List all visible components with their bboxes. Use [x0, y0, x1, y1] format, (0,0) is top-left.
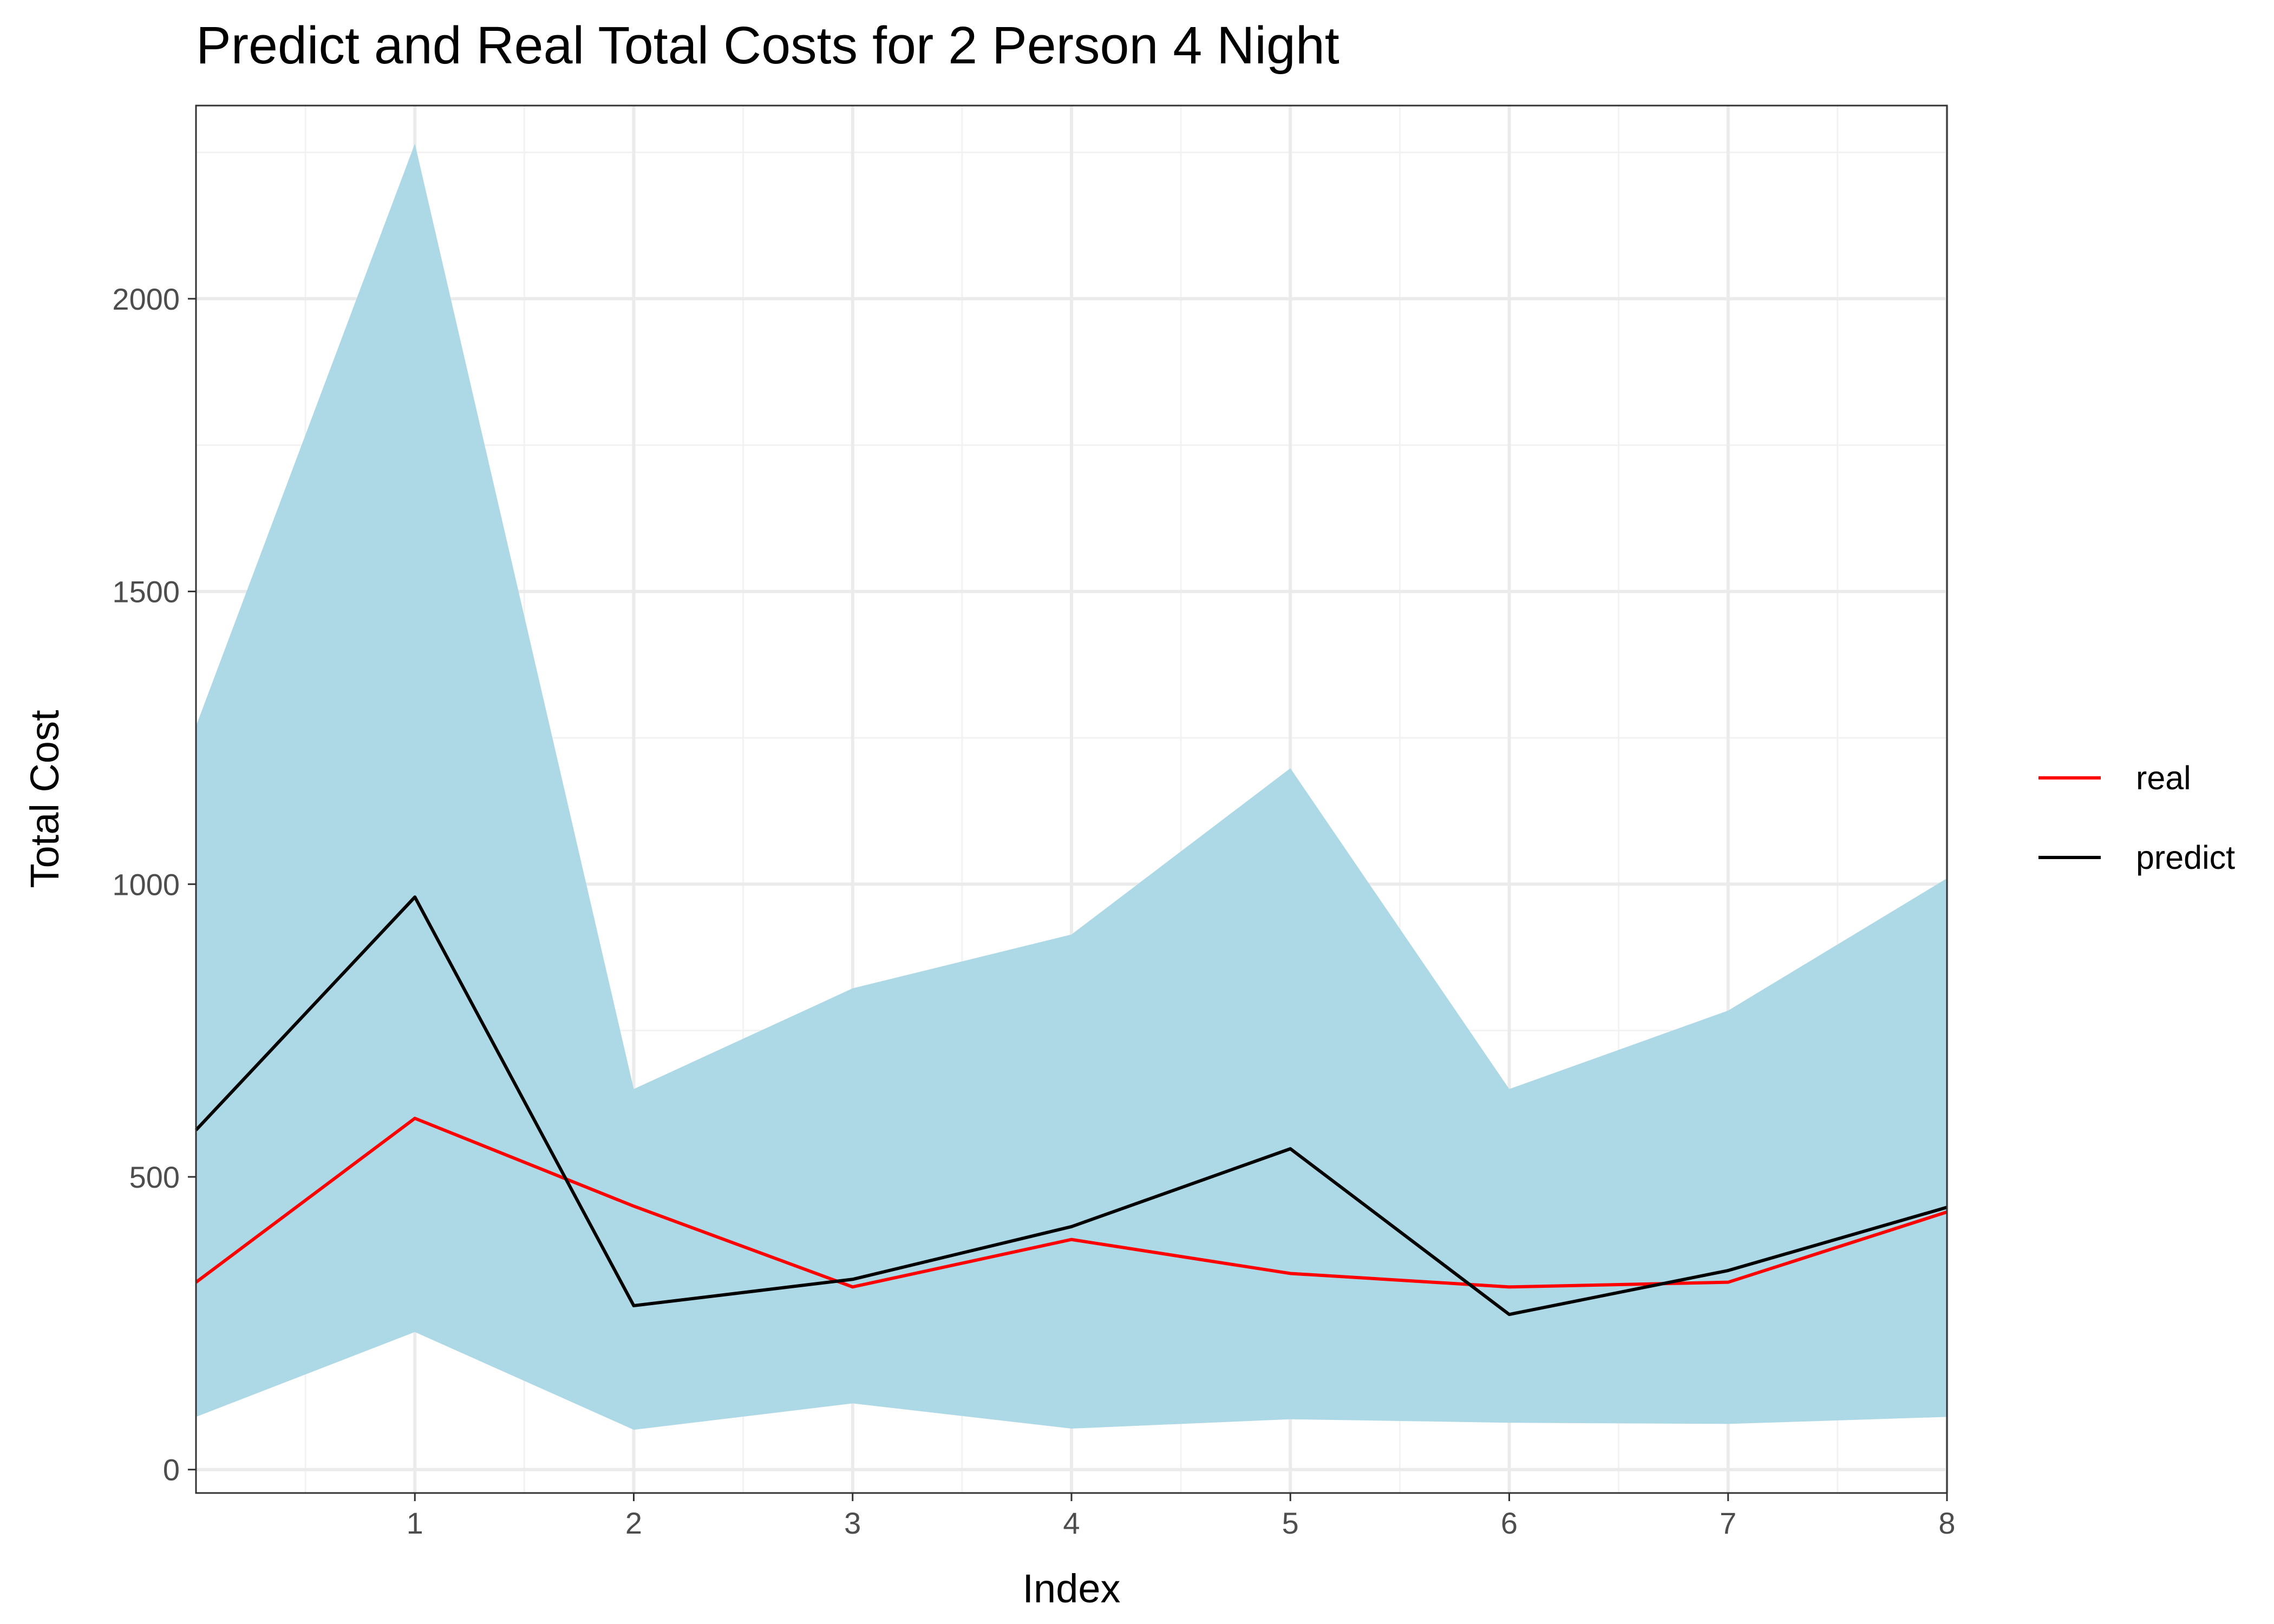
x-tick-label: 4 — [1063, 1506, 1080, 1540]
y-axis-title: Total Cost — [22, 710, 67, 888]
x-tick-label: 8 — [1938, 1506, 1955, 1540]
series-lines — [194, 895, 1948, 1317]
legend-label-real: real — [2136, 759, 2191, 796]
x-tick-label: 2 — [625, 1506, 642, 1540]
legend-label-predict: predict — [2136, 839, 2235, 876]
y-tick-label: 0 — [163, 1453, 180, 1487]
y-axis: 0 500 1000 1500 2000 — [112, 282, 196, 1487]
plot-panel — [194, 104, 1949, 1494]
y-tick-label: 2000 — [112, 282, 180, 316]
x-tick-label: 3 — [844, 1506, 861, 1540]
x-tick-label: 5 — [1282, 1506, 1299, 1540]
y-tick-label: 500 — [129, 1160, 180, 1194]
y-tick-label: 1500 — [112, 575, 180, 609]
series-line-predict — [194, 895, 1948, 1317]
x-axis: 1 2 3 4 5 6 7 8 — [407, 1493, 1956, 1540]
confidence-band — [196, 143, 1947, 1430]
legend: real predict — [2038, 759, 2235, 876]
chart-title: Predict and Real Total Costs for 2 Perso… — [196, 16, 1339, 75]
x-tick-label: 7 — [1720, 1506, 1736, 1540]
x-tick-label: 1 — [407, 1506, 423, 1540]
x-tick-label: 6 — [1501, 1506, 1518, 1540]
x-axis-title: Index — [1022, 1566, 1120, 1611]
y-tick-label: 1000 — [112, 867, 180, 901]
